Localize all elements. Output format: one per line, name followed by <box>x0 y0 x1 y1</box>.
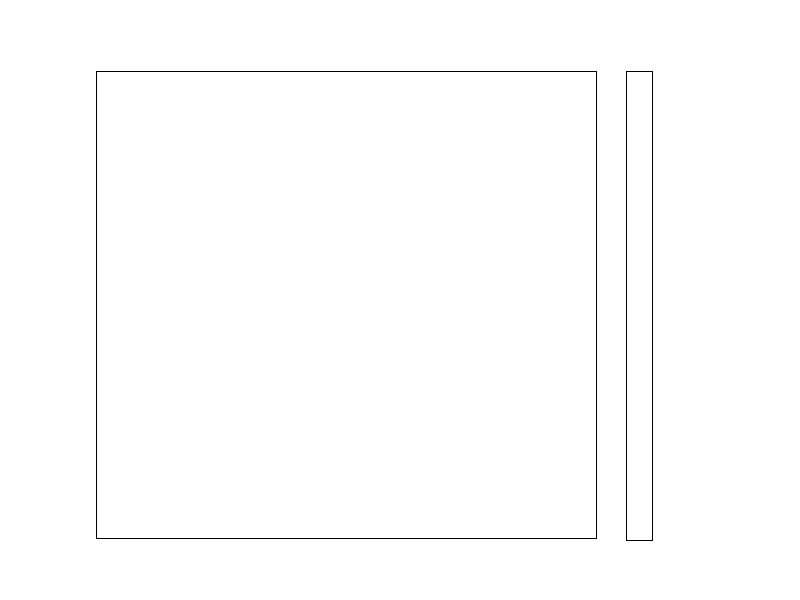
colorbar-gradient-canvas <box>627 72 650 538</box>
plot-area <box>96 71 597 539</box>
density-plot-canvas <box>97 72 596 538</box>
colorbar <box>626 71 653 541</box>
